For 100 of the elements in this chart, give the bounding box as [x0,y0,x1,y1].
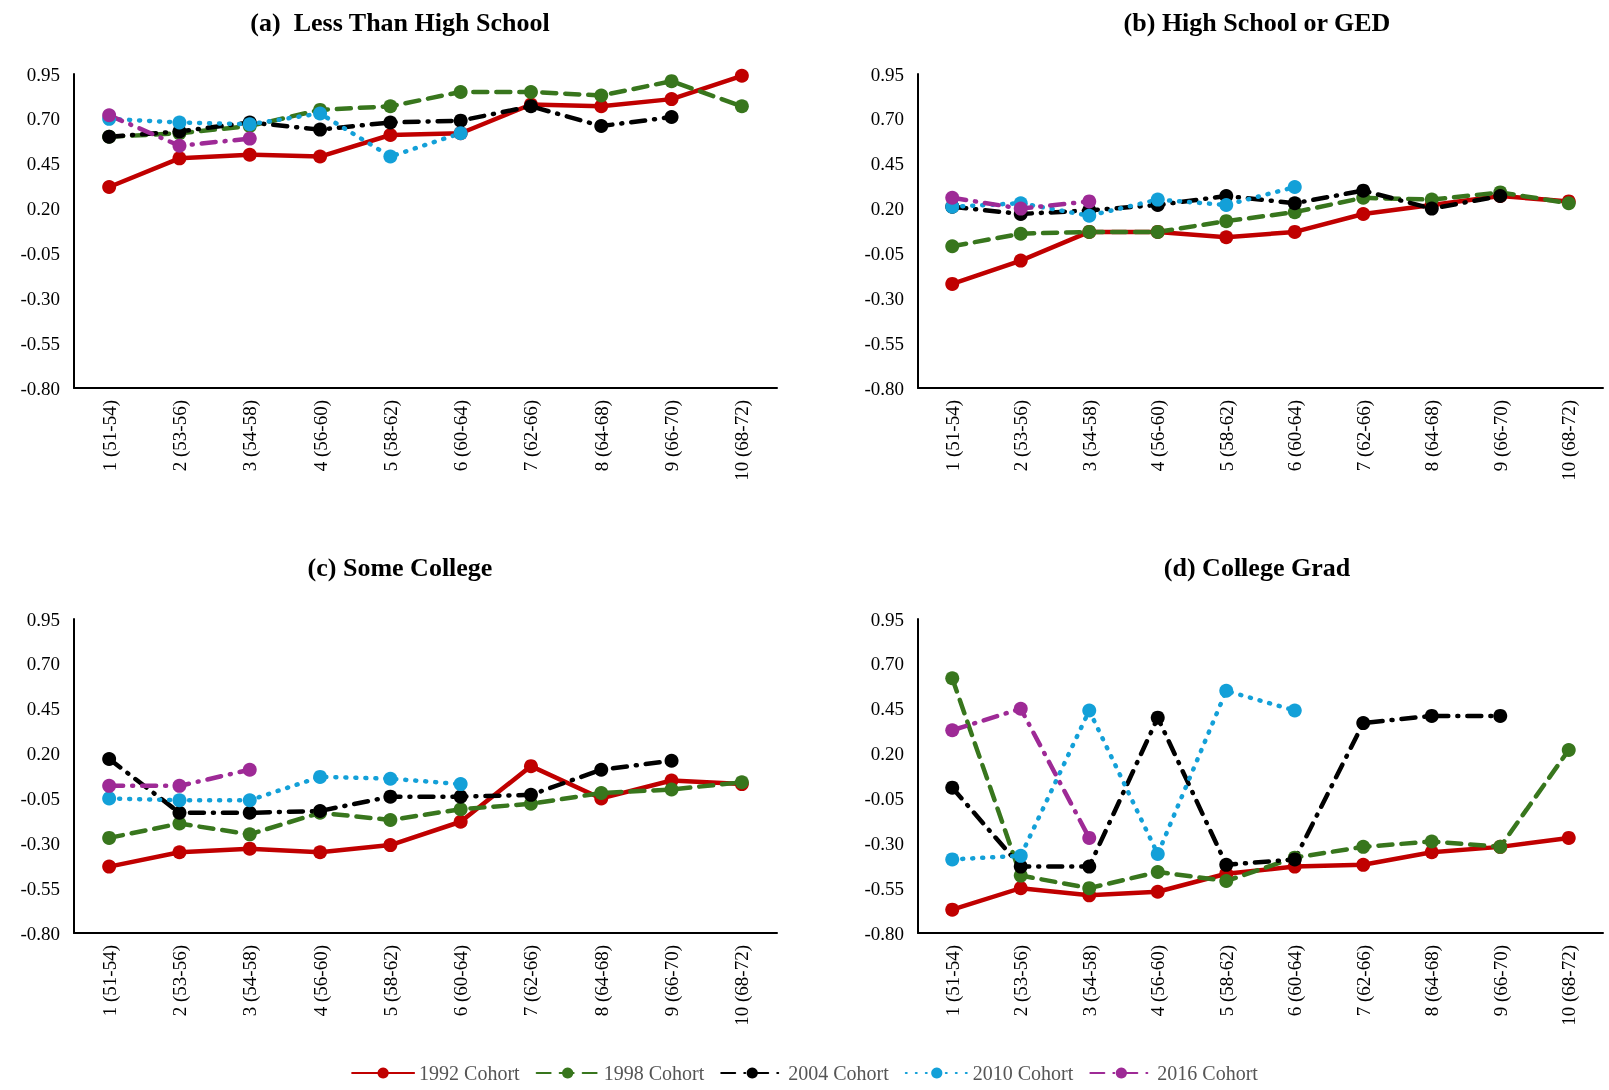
legend-label: 2016 Cohort [1157,1062,1259,1084]
point [1287,224,1302,239]
point [945,723,960,738]
point [172,151,187,166]
point [945,276,960,291]
point [313,106,328,121]
y-tick-label: 0.20 [26,198,60,220]
x-tick-label: 8 (64-68) [1421,400,1444,472]
point [1219,857,1234,872]
point [1150,847,1165,862]
legend-label: 2004 Cohort [788,1062,890,1084]
point [1356,716,1371,731]
y-tick-label: -0.80 [20,922,60,944]
y-tick-label: 0.45 [26,153,60,175]
point [102,859,117,874]
y-tick-label: -0.30 [864,287,904,309]
point [523,84,538,99]
y-tick-label: -0.55 [864,332,904,354]
x-tick-label: 8 (64-68) [1421,945,1444,1017]
x-tick-label: 10 (68-72) [1558,400,1581,481]
point [453,777,468,792]
y-tick-label: -0.55 [20,877,60,899]
x-tick-label: 10 (68-72) [1558,945,1581,1026]
point [1356,839,1371,854]
point [313,122,328,137]
point [1013,201,1028,216]
point [1219,873,1234,888]
point [1013,253,1028,268]
x-tick-label: 1 (51-54) [98,945,121,1017]
point [102,791,117,806]
x-tick-label: 10 (68-72) [731,945,754,1026]
point [1287,196,1302,211]
y-tick-label: -0.80 [20,377,60,399]
y-tick-label: 0.20 [26,743,60,765]
y-tick-label: -0.05 [20,242,60,264]
x-tick-label: 7 (62-66) [520,400,543,472]
point [664,753,679,768]
point [1493,708,1508,723]
chart-title: (b) High School or GED [1123,7,1391,37]
point [664,74,679,89]
point [102,751,117,766]
x-tick-label: 2 (53-56) [168,400,191,472]
x-tick-label: 9 (66-70) [1489,945,1512,1017]
y-tick-label: 0.45 [26,698,60,720]
x-tick-label: 6 (60-64) [1284,400,1307,472]
point [945,239,960,254]
point [172,845,187,860]
point [1287,703,1302,718]
point [1219,197,1234,212]
x-tick-label: 2 (53-56) [1010,945,1033,1017]
x-tick-label: 1 (51-54) [941,945,964,1017]
point [242,841,257,856]
point [1013,701,1028,716]
point [242,131,257,146]
point [242,827,257,842]
chart-title: (c) Some College [307,552,493,582]
y-tick-label: 0.95 [870,608,904,630]
point [453,802,468,817]
x-tick-label: 2 (53-56) [1010,400,1033,472]
point [453,84,468,99]
point [383,128,398,142]
point [594,762,609,777]
y-tick-label: -0.80 [864,377,904,399]
y-tick-label: -0.30 [20,287,60,309]
point [102,778,117,793]
point [1082,859,1097,874]
point [1424,201,1439,216]
point [1561,830,1576,845]
point [383,115,398,130]
x-tick-label: 7 (62-66) [1352,945,1375,1017]
point [1424,834,1439,849]
point [664,92,679,107]
point [664,782,679,797]
x-tick-label: 3 (54-58) [1078,945,1101,1017]
point [594,88,609,103]
point [523,787,538,802]
x-tick-label: 1 (51-54) [98,400,121,472]
legend-label: 1992 Cohort [419,1062,521,1084]
point [102,180,117,195]
point [172,778,187,793]
x-tick-label: 9 (66-70) [661,400,684,472]
point [453,814,468,829]
point [1013,881,1028,896]
point [453,789,468,804]
point [383,812,398,827]
point [1082,194,1097,209]
point [383,789,398,804]
x-tick-label: 4 (56-60) [309,400,332,472]
x-tick-label: 2 (53-56) [168,945,191,1017]
point [945,190,960,205]
point [1082,830,1097,845]
point [1424,708,1439,723]
point [1150,884,1165,899]
y-tick-label: -0.30 [864,832,904,854]
legend-label: 1998 Cohort [603,1062,705,1084]
point [172,805,187,820]
point [383,838,398,853]
point [453,113,468,128]
point [383,99,398,114]
point [242,762,257,777]
